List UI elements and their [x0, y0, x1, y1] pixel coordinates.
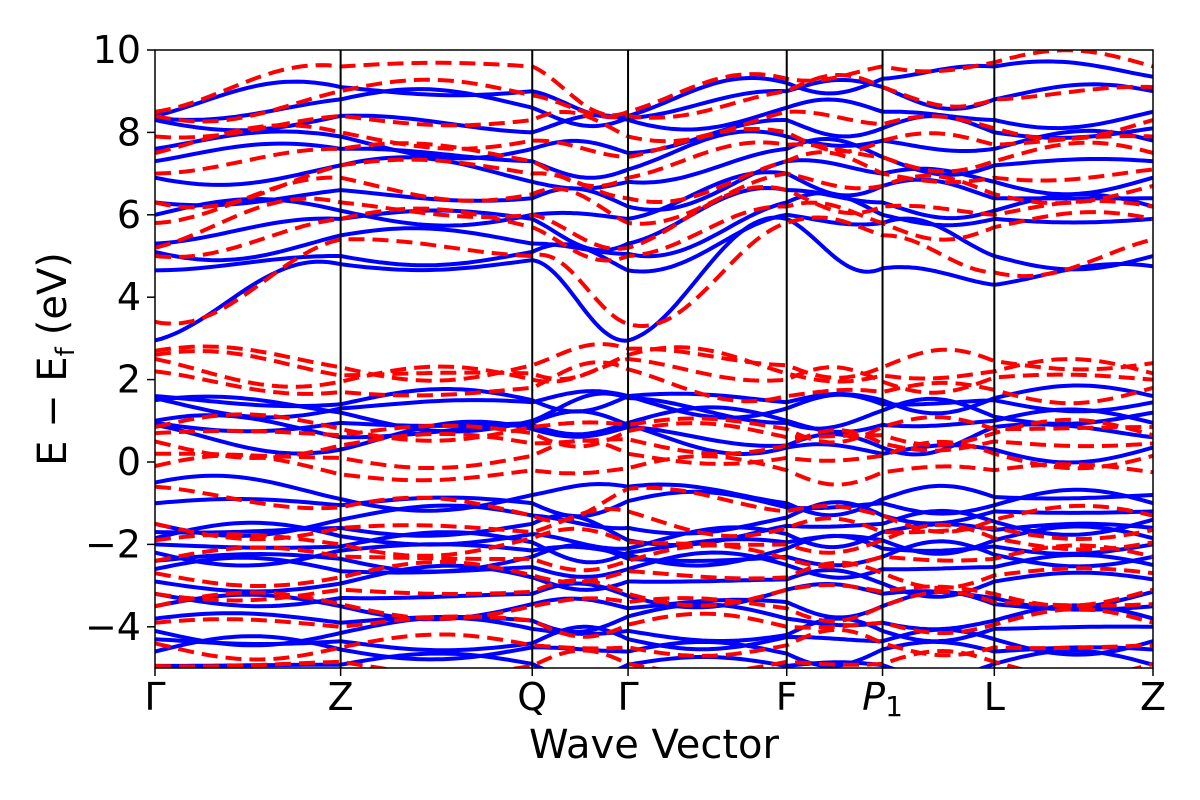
y-tick-label: 2 [117, 358, 141, 402]
bands-layer [155, 50, 1153, 668]
solid-band-line [155, 391, 1153, 434]
dashed-band-line [155, 648, 1153, 668]
dashed-band-line [155, 522, 1153, 558]
kpoint-lines [339, 50, 996, 668]
x-axis-ticks: Γ Z Q Γ F P1 L Z [144, 668, 1166, 723]
solid-band-line [155, 550, 1153, 580]
y-tick-label: 4 [117, 275, 141, 319]
y-axis-ticks: −4 −2 0 2 4 6 8 10 [85, 28, 155, 649]
solid-band-line [155, 389, 1153, 420]
y-tick-label: 10 [93, 28, 141, 72]
dashed-band-line [155, 438, 1153, 471]
solid-band-line [155, 128, 1153, 180]
dashed-band-line [155, 185, 1153, 251]
x-tick-label: Z [328, 675, 354, 719]
y-tick-label: 6 [117, 193, 141, 237]
x-tick-label: F [776, 675, 798, 719]
x-tick-label: Z [1140, 675, 1166, 719]
dashed-band-line [155, 140, 1153, 189]
x-tick-label: L [984, 675, 1005, 719]
y-axis-title: E − Ef (eV) [30, 252, 81, 466]
solid-band-line [155, 191, 1153, 263]
dashed-band-line [155, 589, 1153, 624]
dashed-band-line [155, 171, 1153, 226]
solid-band-line [155, 615, 1153, 648]
y-tick-label: −2 [85, 522, 141, 566]
x-tick-label: Γ [144, 675, 165, 719]
dashed-band-line [155, 607, 1153, 639]
plot-frame [154, 49, 1154, 669]
dashed-band-line [155, 109, 1153, 144]
dashed-band-line [155, 559, 1153, 590]
x-tick-label: Γ [617, 675, 638, 719]
dashed-band-line [155, 215, 1153, 328]
dashed-band-line [155, 73, 1153, 124]
solid-band-line [155, 212, 1153, 274]
x-axis-title: Wave Vector [529, 722, 780, 768]
y-axis-title-subscript: f [51, 346, 81, 356]
dashed-band-line [155, 342, 1153, 383]
y-axis-title-unit: (eV) [30, 252, 76, 335]
dashed-band-line [155, 627, 1153, 662]
solid-band-line [155, 215, 1153, 343]
dashed-band-line [155, 507, 1153, 542]
y-axis-title-main: E − E [30, 356, 76, 466]
solid-band-line [155, 170, 1153, 228]
y-tick-label: 0 [117, 440, 141, 484]
dashed-band-line [155, 360, 1153, 406]
dashed-band-line [155, 578, 1153, 608]
x-tick-label: P1 [862, 675, 903, 723]
y-tick-label: 8 [117, 110, 141, 154]
dashed-band-line [155, 484, 1153, 534]
dashed-band-line [155, 150, 1153, 210]
solid-band-line [155, 158, 1153, 212]
dashed-band-line [155, 50, 1153, 118]
dashed-band-line [155, 417, 1153, 449]
solid-band-line [155, 473, 1153, 518]
dashed-band-line [155, 428, 1153, 460]
solid-band-line [155, 97, 1153, 135]
y-tick-label: −4 [85, 605, 141, 649]
dashed-band-line [155, 453, 1153, 487]
x-tick-label: Q [517, 675, 547, 719]
dashed-band-line [155, 412, 1153, 445]
dashed-band-line [155, 200, 1153, 263]
